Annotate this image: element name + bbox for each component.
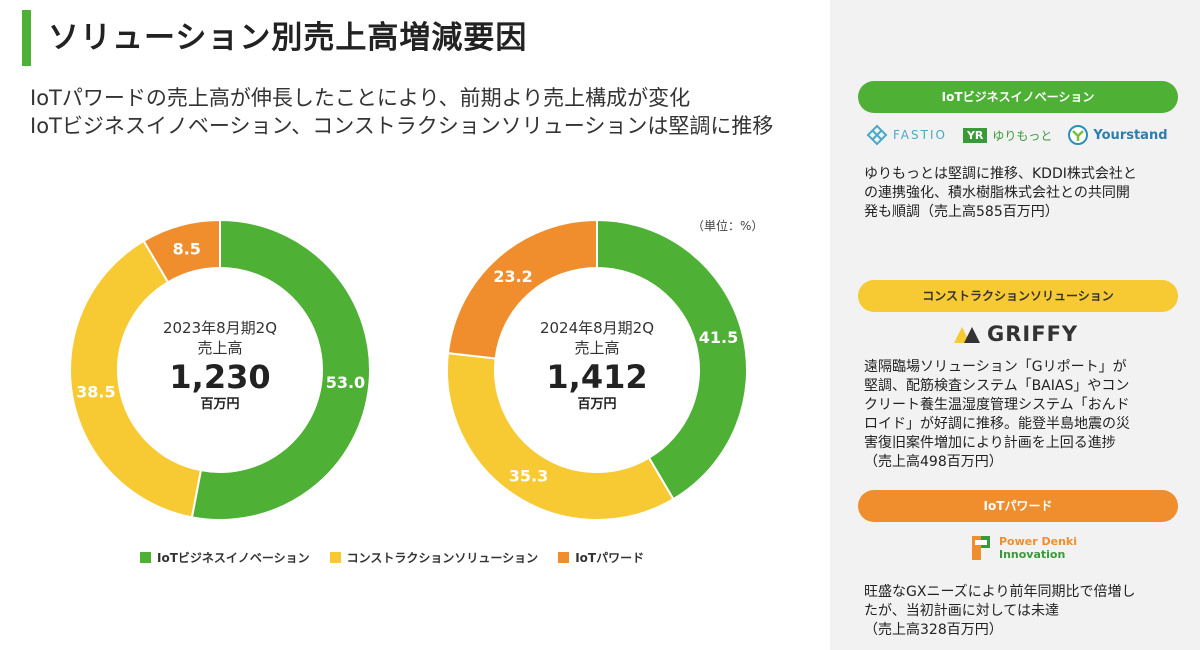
- logos-construction: GRIFFY: [952, 322, 1078, 346]
- donut-charts: 53.0 38.5 8.5 41.5 35.3 23.2: [69, 218, 748, 521]
- legend-item-construction: コンストラクションソリューション: [329, 549, 539, 566]
- donut-2023-period: 2023年8月期2Q: [162, 319, 278, 337]
- section-desc-construction: 遠隔臨場ソリューション「Gリポート」が 堅調、配筋検査システム「BAIAS」やコ…: [864, 358, 1176, 472]
- desc-line: 遠隔臨場ソリューション「Gリポート」が: [864, 359, 1127, 375]
- subtitle: IoTパワードの売上高が伸長したことにより、前期より売上構成が変化 IoTビジネ…: [30, 84, 773, 140]
- donut-2023-slice-construction: [69, 239, 203, 519]
- yurimotto-logo-icon: YR ゆりもっと: [962, 127, 1053, 144]
- power-denki-logo-icon: Power Denki Innovation: [970, 534, 1077, 562]
- donut-2023-sales-label: 売上高: [197, 339, 243, 357]
- desc-line: クリート養生温湿度管理システム「おんド: [864, 397, 1130, 413]
- section-desc-iot-powered: 旺盛なGXニーズにより前年同期比で倍増し たが、当初計画に対しては未達 （売上高…: [864, 583, 1176, 640]
- section-header-iot-business: IoTビジネスイノベーション: [858, 81, 1178, 113]
- legend-item-iot-business: IoTビジネスイノベーション: [140, 549, 310, 566]
- donut-2024-slice-iot-powered: [446, 218, 598, 360]
- title-accent-bar: [22, 10, 31, 66]
- section-header-iot-powered: IoTパワード: [858, 490, 1178, 522]
- power-denki-line2: Innovation: [999, 548, 1066, 561]
- legend-swatch-orange: [558, 552, 570, 563]
- donut-2023-center: 2023年8月期2Q 売上高 1,230 百万円: [140, 318, 300, 414]
- power-denki-mark-icon: [972, 536, 990, 560]
- legend-label: コンストラクションソリューション: [346, 551, 539, 565]
- yourstand-text: Yourstand: [1093, 127, 1168, 143]
- side-panel: IoTビジネスイノベーション FASTIO YR ゆりもっと Yourstand…: [830, 0, 1200, 650]
- donut-2024-label-construction: 35.3: [509, 467, 548, 486]
- subtitle-line-2: IoTビジネスイノベーション、コンストラクションソリューションは堅調に推移: [30, 114, 774, 138]
- griffy-mark-icon: [954, 327, 980, 343]
- yourstand-mark-icon: [1068, 125, 1089, 145]
- desc-line: 堅調、配筋検査システム「BAIAS」やコン: [864, 378, 1130, 394]
- donut-2024-center: 2024年8月期2Q 売上高 1,412 百万円: [517, 318, 677, 414]
- donut-2024-period: 2024年8月期2Q: [539, 319, 655, 337]
- donut-2024-label-iot-business: 41.5: [699, 328, 738, 347]
- unit-note: （単位：%）: [692, 219, 764, 233]
- yourstand-logo-icon: Yourstand: [1068, 125, 1168, 145]
- donut-2024-slice-iot-business: [596, 218, 748, 501]
- griffy-logo-icon: GRIFFY: [952, 322, 1078, 346]
- fastio-text: FASTIO: [893, 128, 947, 142]
- chart-legend: IoTビジネスイノベーション コンストラクションソリューション IoTパワード: [140, 549, 644, 566]
- desc-line: の連携強化、積水樹脂株式会社との共同開: [864, 185, 1130, 201]
- desc-line: （売上高498百万円）: [864, 454, 1003, 470]
- griffy-text: GRIFFY: [987, 322, 1079, 346]
- fastio-logo-icon: FASTIO: [866, 124, 947, 146]
- power-denki-line1: Power Denki: [999, 535, 1078, 548]
- yr-badge: YR: [962, 127, 988, 143]
- desc-line: ロイド」が好調に推移。能登半島地震の災: [864, 416, 1130, 432]
- section-desc-iot-business: ゆりもっとは堅調に推移、KDDI株式会社と の連携強化、積水樹脂株式会社との共同…: [864, 165, 1176, 222]
- legend-swatch-yellow: [329, 552, 341, 563]
- donut-2024-unit: 百万円: [577, 397, 617, 412]
- donut-2024-sales-label: 売上高: [574, 339, 620, 357]
- donut-2023-total: 1,230: [169, 358, 271, 396]
- donut-2023-slice-iot-business: [190, 218, 371, 521]
- fastio-mark-icon: [866, 124, 888, 146]
- legend-label: IoTパワード: [575, 551, 645, 565]
- donut-2023-label-iot-powered: 8.5: [173, 239, 201, 258]
- donut-2023-label-construction: 38.5: [76, 383, 115, 402]
- logos-iot-business: FASTIO YR ゆりもっと Yourstand: [866, 124, 1168, 146]
- donut-2024-total: 1,412: [546, 358, 648, 396]
- desc-line: 旺盛なGXニーズにより前年同期比で倍増し: [864, 584, 1136, 600]
- donut-2024-label-iot-powered: 23.2: [493, 267, 532, 286]
- legend-item-iot-powered: IoTパワード: [558, 549, 644, 566]
- donut-2023-label-iot-business: 53.0: [326, 373, 365, 392]
- logos-iot-powered: Power Denki Innovation: [970, 534, 1077, 562]
- subtitle-line-1: IoTパワードの売上高が伸長したことにより、前期より売上構成が変化: [30, 86, 691, 110]
- page-title: ソリューション別売上高増減要因: [48, 20, 528, 56]
- donut-2023-unit: 百万円: [200, 397, 240, 412]
- donut-2023-slice-iot-powered: [142, 218, 221, 284]
- desc-line: （売上高328百万円）: [864, 622, 1003, 638]
- desc-line: 害復旧案件増加により計画を上回る進捗: [864, 435, 1116, 451]
- desc-line: 発も順調（売上高585百万円）: [864, 204, 1059, 220]
- legend-swatch-green: [140, 552, 151, 563]
- section-header-construction: コンストラクションソリューション: [858, 280, 1178, 312]
- yurimotto-text: ゆりもっと: [992, 128, 1053, 143]
- desc-line: たが、当初計画に対しては未達: [864, 603, 1060, 619]
- donut-2024-slice-construction: [446, 351, 675, 521]
- legend-label: IoTビジネスイノベーション: [157, 551, 310, 565]
- desc-line: ゆりもっとは堅調に推移、KDDI株式会社と: [864, 166, 1137, 182]
- power-denki-text: Power Denki Innovation: [999, 535, 1077, 561]
